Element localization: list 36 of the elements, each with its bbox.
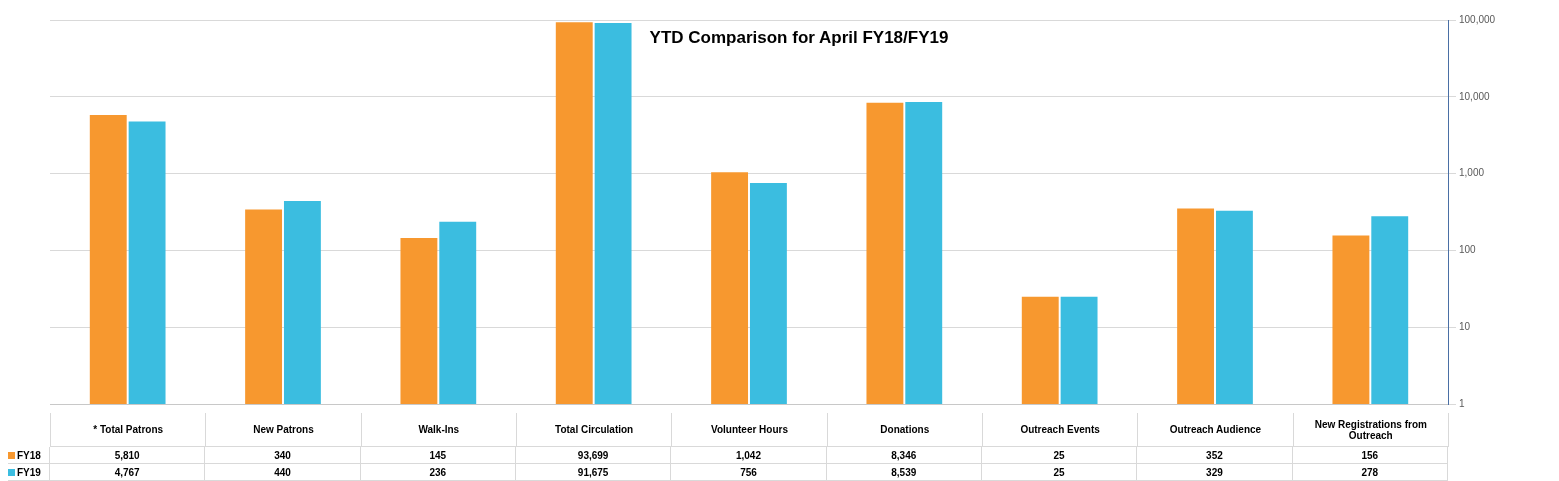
data-label: 93,699 — [515, 447, 672, 464]
y-tick-label: 100 — [1459, 244, 1477, 256]
data-label: 329 — [1137, 464, 1293, 481]
data-label: 145 — [360, 447, 516, 464]
x-tick-label: * Total Patrons — [51, 413, 207, 447]
data-label: 440 — [205, 464, 361, 481]
x-tick-label: Volunteer Hours — [672, 413, 828, 447]
x-tick-label: Donations — [827, 413, 983, 447]
data-label: 25 — [981, 447, 1138, 464]
data-label: 25 — [981, 464, 1138, 481]
data-label: 156 — [1292, 447, 1448, 464]
data-label: 340 — [205, 447, 361, 464]
data-label: 352 — [1137, 447, 1293, 464]
legend-label: FY18 — [17, 449, 41, 461]
x-tick-label: Outreach Audience — [1138, 413, 1294, 447]
data-label: 756 — [671, 464, 827, 481]
x-tick-label: New Patrons — [206, 413, 362, 447]
data-label: 5,810 — [50, 447, 206, 464]
data-label: 236 — [360, 464, 516, 481]
x-tick-label: Total Circulation — [516, 413, 673, 447]
text: YTD Comparison for April FY18/FY19 — [649, 28, 949, 48]
y-tick-label: 100,000 — [1459, 13, 1496, 25]
y-tick-label: 1,000 — [1459, 167, 1485, 179]
legend-label: FY19 — [17, 466, 41, 478]
y-tick-label: 10,000 — [1459, 90, 1491, 102]
x-tick-label: New Registrations from Outreach — [1293, 413, 1449, 447]
data-label: 91,675 — [515, 464, 672, 481]
x-tick-label: Walk-Ins — [361, 413, 517, 447]
x-tick-label: Outreach Events — [982, 413, 1139, 447]
data-label: 8,346 — [826, 447, 982, 464]
y-tick-label: 10 — [1459, 320, 1471, 332]
data-label: 8,539 — [826, 464, 982, 481]
data-label: 4,767 — [50, 464, 206, 481]
data-label: 278 — [1292, 464, 1448, 481]
y-tick-label: 1 — [1459, 397, 1465, 409]
data-label: 1,042 — [671, 447, 827, 464]
